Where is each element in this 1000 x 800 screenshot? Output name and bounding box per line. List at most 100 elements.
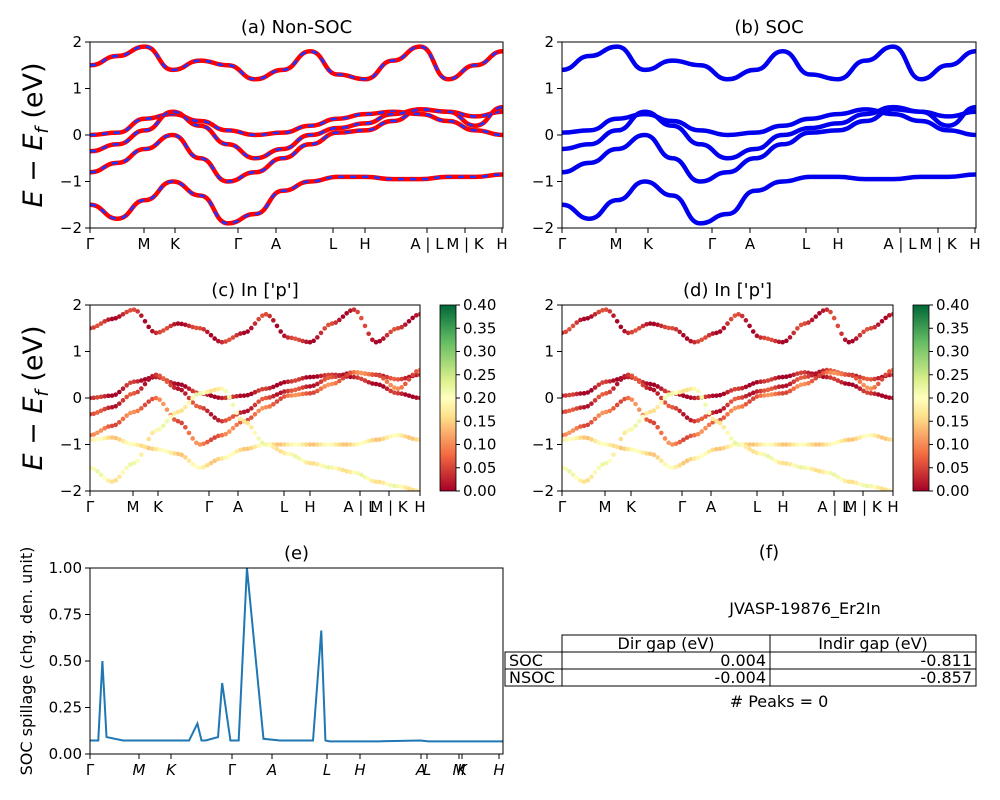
band-point bbox=[256, 388, 261, 393]
colorbar bbox=[912, 304, 930, 492]
band-point bbox=[809, 372, 815, 378]
band-point bbox=[614, 377, 620, 382]
band-point bbox=[142, 444, 148, 450]
band-point bbox=[417, 312, 420, 317]
band-point bbox=[120, 416, 126, 422]
band-point bbox=[795, 371, 800, 376]
band-point bbox=[161, 423, 166, 429]
band-point bbox=[212, 336, 217, 341]
band-point bbox=[355, 375, 360, 380]
band-point bbox=[355, 441, 360, 447]
band-point bbox=[585, 390, 591, 395]
band-point bbox=[223, 388, 228, 394]
band-point bbox=[578, 391, 583, 396]
band-point bbox=[850, 479, 855, 485]
band-point bbox=[563, 432, 568, 437]
band-point bbox=[307, 384, 313, 389]
table-row-label: SOC bbox=[509, 651, 543, 670]
band-point bbox=[666, 403, 671, 409]
band-point bbox=[300, 391, 305, 397]
y-axis-label: E − Ef (eV) bbox=[18, 326, 53, 471]
band-point bbox=[216, 417, 221, 423]
band-point bbox=[223, 339, 228, 344]
band-point bbox=[318, 373, 324, 379]
band-point bbox=[249, 445, 254, 451]
band-point bbox=[703, 451, 708, 457]
material-id: JVASP-19876_Er2In bbox=[728, 599, 880, 619]
band-point bbox=[765, 442, 771, 447]
band-point bbox=[172, 417, 177, 422]
band-point bbox=[592, 385, 598, 390]
band-point bbox=[326, 442, 331, 447]
band-point bbox=[802, 465, 808, 471]
band-point bbox=[699, 416, 705, 422]
colorbar-tick-label: 0.15 bbox=[463, 412, 496, 430]
band-point bbox=[662, 324, 668, 330]
band-point bbox=[872, 324, 877, 330]
band-point bbox=[230, 425, 236, 431]
band-point bbox=[611, 406, 616, 411]
band-line bbox=[90, 44, 503, 82]
band-point bbox=[238, 393, 243, 399]
band-point bbox=[596, 382, 602, 388]
band-point bbox=[699, 453, 705, 459]
band-point bbox=[403, 322, 408, 327]
band-point bbox=[739, 385, 745, 391]
band-point bbox=[868, 484, 874, 489]
band-point bbox=[311, 461, 316, 466]
y-tick-label: 0 bbox=[72, 389, 82, 407]
x-tick-label: H bbox=[493, 761, 504, 779]
band-point bbox=[853, 436, 859, 441]
band-point bbox=[861, 434, 866, 439]
band-point bbox=[142, 318, 148, 324]
band-point bbox=[414, 488, 419, 491]
band-point bbox=[828, 370, 833, 375]
band-point bbox=[692, 418, 697, 424]
band-point bbox=[596, 394, 602, 400]
band-point bbox=[761, 388, 767, 393]
band-point bbox=[120, 386, 126, 392]
band-point bbox=[659, 458, 664, 464]
band-point bbox=[692, 395, 697, 401]
y-tick-label: 2 bbox=[72, 33, 82, 51]
band-point bbox=[91, 437, 96, 442]
band-point bbox=[839, 331, 844, 337]
band-point bbox=[875, 485, 881, 490]
panel-title: (a) Non-SOC bbox=[241, 17, 352, 38]
band-point bbox=[736, 395, 741, 401]
band-point bbox=[186, 430, 192, 436]
band-point bbox=[370, 372, 375, 377]
band-point bbox=[887, 395, 892, 400]
band-point bbox=[157, 426, 162, 432]
band-point bbox=[839, 379, 844, 385]
band-point bbox=[370, 381, 375, 386]
band-point bbox=[875, 381, 881, 387]
band-point bbox=[197, 391, 203, 396]
band-point bbox=[725, 402, 730, 408]
band-point bbox=[636, 379, 642, 385]
x-tick-label: H bbox=[354, 761, 365, 779]
band-point bbox=[809, 378, 815, 384]
band-point bbox=[230, 414, 236, 419]
band-point bbox=[120, 438, 126, 444]
colorbar-tick-label: 0.15 bbox=[936, 412, 969, 430]
band-point bbox=[776, 442, 782, 447]
band-point bbox=[592, 438, 598, 444]
band-point bbox=[212, 415, 217, 420]
band-point bbox=[703, 402, 708, 408]
band-point bbox=[636, 449, 642, 454]
band-point bbox=[644, 451, 649, 456]
band-point bbox=[795, 384, 800, 389]
band-point bbox=[596, 413, 602, 418]
band-point bbox=[622, 328, 627, 334]
band-point bbox=[636, 418, 642, 424]
band-point bbox=[293, 378, 298, 383]
x-tick-label: A | L bbox=[883, 235, 917, 253]
band-point bbox=[578, 405, 583, 410]
band-point bbox=[828, 309, 833, 315]
band-point bbox=[585, 422, 591, 428]
band-point bbox=[406, 486, 412, 491]
band-point bbox=[142, 381, 148, 387]
band-point bbox=[721, 424, 727, 430]
band-point bbox=[684, 394, 690, 400]
